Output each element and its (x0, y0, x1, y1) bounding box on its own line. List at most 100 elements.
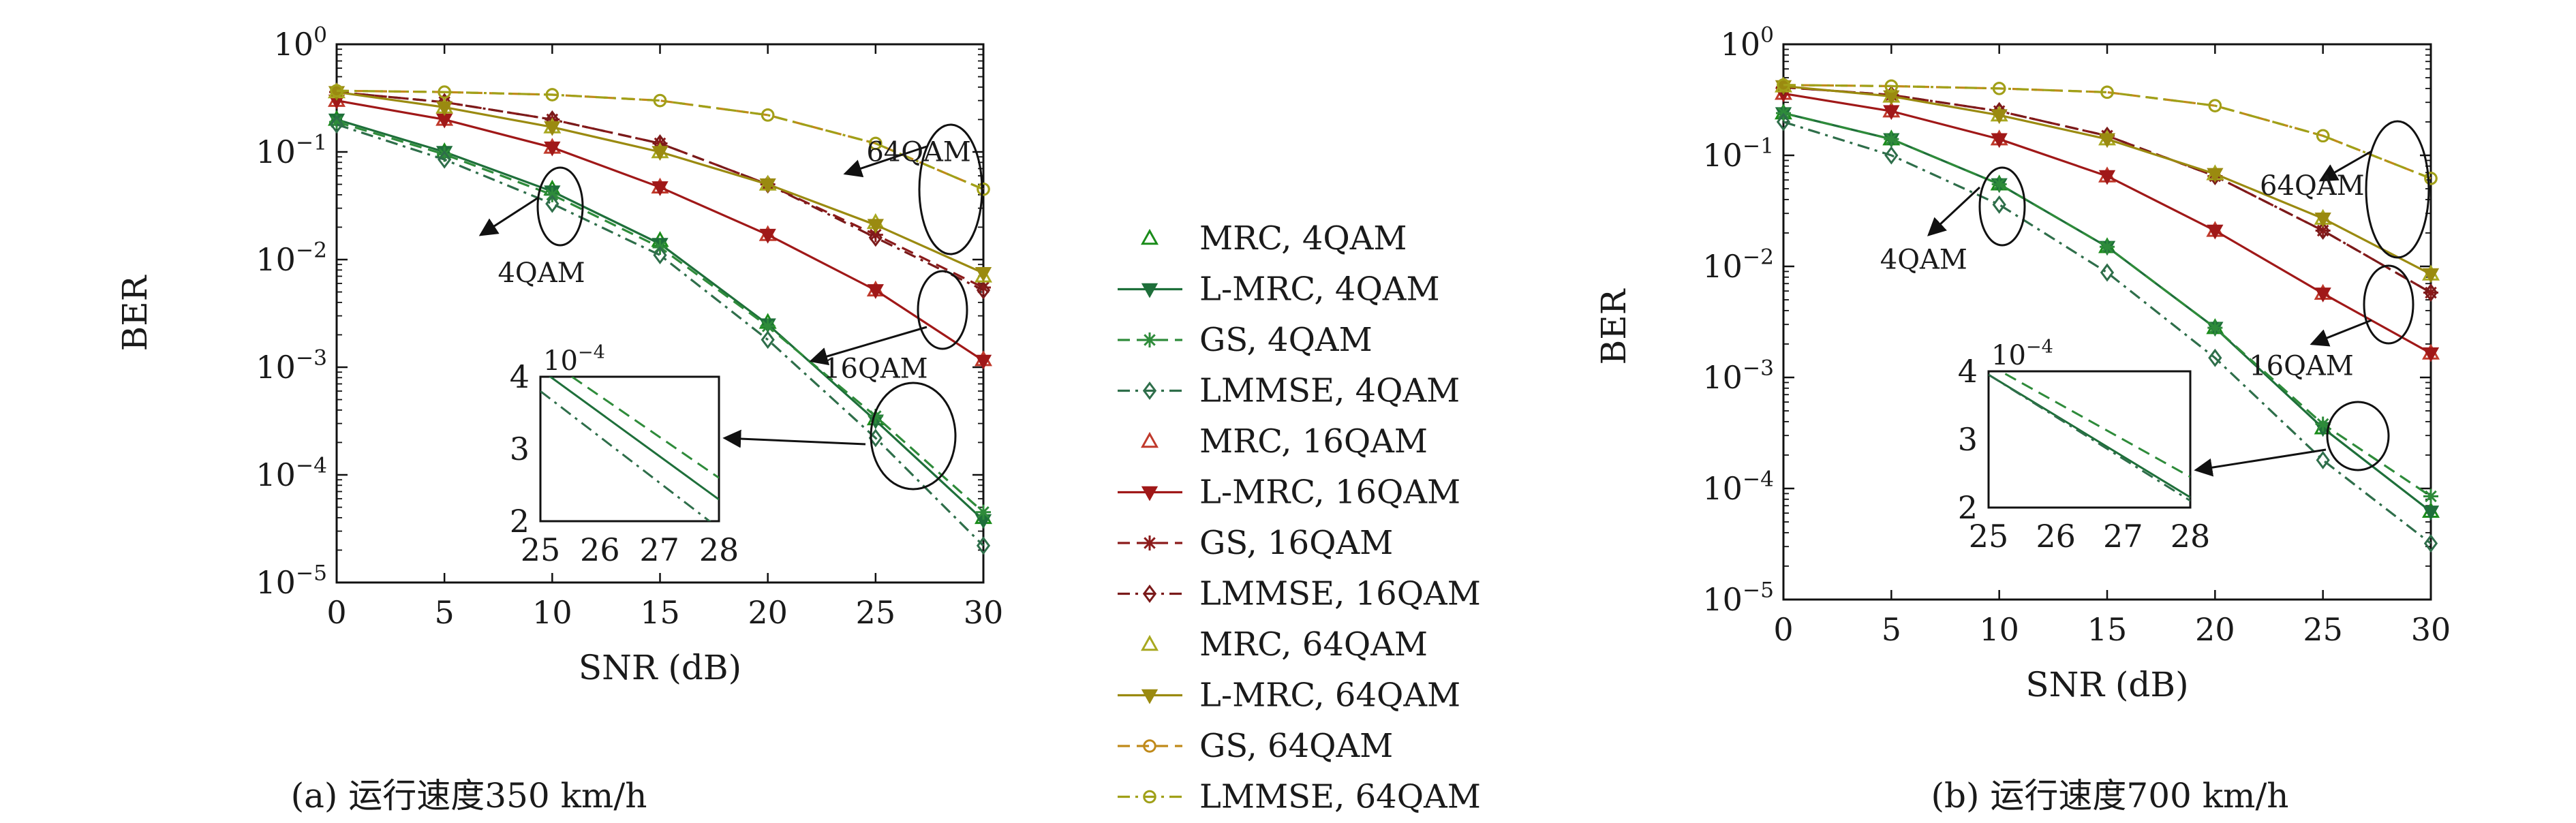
inset-exponent-label: 10−4 (543, 342, 605, 377)
caption-b: (b) 运行速度700 km/h (1931, 776, 2289, 816)
inset-zoom: 25 26 27 28 2 3 4 10−4 (510, 342, 739, 568)
annotation-arrow (809, 326, 927, 366)
legend-entry-lmmse-64qam: LMMSE, 64QAM (1118, 778, 1481, 816)
inset-line (570, 377, 719, 479)
x-tick-label: 10 (532, 594, 572, 631)
y-tick-label: 10−5 (256, 561, 327, 601)
annotation-arrow (1927, 186, 1981, 236)
legend-entry-l-mrc-4qam: L-MRC, 4QAM (1118, 270, 1440, 309)
legend-label: L-MRC, 16QAM (1199, 473, 1460, 512)
legend-entry-gs-4qam: GS, 4QAM (1118, 321, 1373, 359)
y-tick-label: 10−4 (1702, 467, 1774, 507)
data-point (1884, 146, 1899, 165)
data-point (868, 228, 883, 247)
legend-entry-mrc-4qam: MRC, 4QAM (1140, 219, 1407, 258)
series-lmmse-64qam (330, 84, 990, 196)
highlight-ellipse (2363, 264, 2414, 345)
data-point (975, 354, 992, 370)
x-tick-label: 0 (1773, 611, 1793, 648)
data-point (653, 245, 667, 264)
inset-y-tick-label: 4 (1958, 353, 1978, 390)
data-point (436, 101, 453, 117)
series-l-mrc-64qam (328, 86, 992, 282)
data-point (976, 281, 991, 300)
data-point (759, 228, 776, 244)
data-point (2423, 488, 2438, 504)
series-lmmse-64qam (1777, 78, 2438, 185)
x-tick-label: 5 (1882, 611, 1901, 648)
legend-label: L-MRC, 64QAM (1199, 677, 1460, 715)
data-point (976, 504, 991, 520)
data-point (761, 330, 775, 350)
data-point (2098, 170, 2116, 185)
inset-line (540, 390, 711, 521)
annotation-arrow (2310, 319, 2372, 347)
data-point (651, 181, 669, 196)
data-point (438, 85, 451, 99)
data-point (2424, 172, 2438, 185)
highlight-ellipse (870, 382, 957, 491)
legend-label: GS, 4QAM (1199, 321, 1373, 359)
inset-line (1998, 371, 2190, 478)
data-point (544, 121, 561, 136)
data-point (868, 227, 883, 243)
legend-entry-lmmse-16qam: LMMSE, 16QAM (1118, 575, 1481, 613)
highlight-ellipse (2326, 401, 2390, 471)
legend-label: MRC, 64QAM (1199, 625, 1428, 664)
data-point (2316, 450, 2330, 469)
data-point (545, 194, 559, 213)
caption-a: (a) 运行速度350 km/h (291, 776, 647, 816)
inset-exponent-label: 10−4 (1991, 337, 2053, 371)
data-point (437, 146, 453, 162)
data-point (2208, 348, 2222, 367)
chart-panel-a: 0 5 10 15 20 25 30 100 10−1 10−2 10−3 10−4 10−5 SNR (… (115, 23, 1003, 687)
legend-marker (1141, 283, 1159, 298)
inset-lines (540, 377, 719, 521)
legend-marker (1143, 739, 1156, 753)
data-point (2316, 129, 2330, 143)
legend-entry-lmmse-4qam: LMMSE, 4QAM (1118, 372, 1460, 410)
y-tick-label: 10−4 (256, 454, 327, 493)
data-point (2314, 212, 2331, 228)
data-point (1991, 176, 2007, 192)
highlight-ellipse (918, 123, 983, 255)
legend-marker (1142, 382, 1157, 400)
legend-entry-mrc-16qam: MRC, 16QAM (1140, 422, 1428, 461)
inset-y-tick-label: 4 (510, 358, 530, 395)
inset-y-tick-label: 3 (1958, 421, 1978, 458)
data-point (977, 183, 990, 196)
inset-x-tick-label: 26 (2036, 518, 2076, 555)
legend-marker (1140, 228, 1159, 245)
y-tick-label: 10−1 (256, 131, 327, 170)
x-tick-label: 25 (2303, 611, 2343, 648)
legend-marker (1142, 585, 1157, 603)
legend-label: LMMSE, 4QAM (1199, 372, 1460, 410)
x-tick-label: 30 (2411, 611, 2451, 648)
series-l-mrc-16qam (328, 94, 992, 370)
inset-lines (1989, 371, 2190, 502)
legend-label: GS, 64QAM (1199, 727, 1393, 765)
data-point (2100, 263, 2115, 282)
data-point (653, 93, 667, 108)
data-point (1776, 112, 1791, 131)
data-point (2422, 347, 2440, 362)
annotation-64qam: 64QAM (866, 137, 971, 168)
annotation-4qam: 4QAM (1880, 245, 1967, 276)
data-point (2098, 133, 2116, 149)
legend-label: GS, 16QAM (1199, 524, 1393, 562)
series-lmmse-4qam (1776, 112, 2438, 553)
legend-label: MRC, 16QAM (1199, 422, 1428, 461)
data-point (1992, 195, 2006, 214)
y-tick-label: 10−3 (1702, 356, 1774, 396)
annotation-16qam: 16QAM (2249, 351, 2354, 382)
x-tick-label: 5 (435, 594, 455, 631)
series-line (336, 123, 985, 547)
legend-entry-l-mrc-16qam: L-MRC, 16QAM (1118, 473, 1460, 512)
annotation-arrow (2194, 448, 2327, 477)
annotation-16qam: 16QAM (823, 353, 928, 384)
chart-panel-b: 0 5 10 15 20 25 30 100 10−1 10−2 10−3 10−4 10−5 SNR (… (1594, 23, 2451, 704)
data-point (868, 409, 883, 424)
inset-x-tick-label: 26 (580, 531, 620, 568)
inset-frame (1987, 370, 2192, 509)
